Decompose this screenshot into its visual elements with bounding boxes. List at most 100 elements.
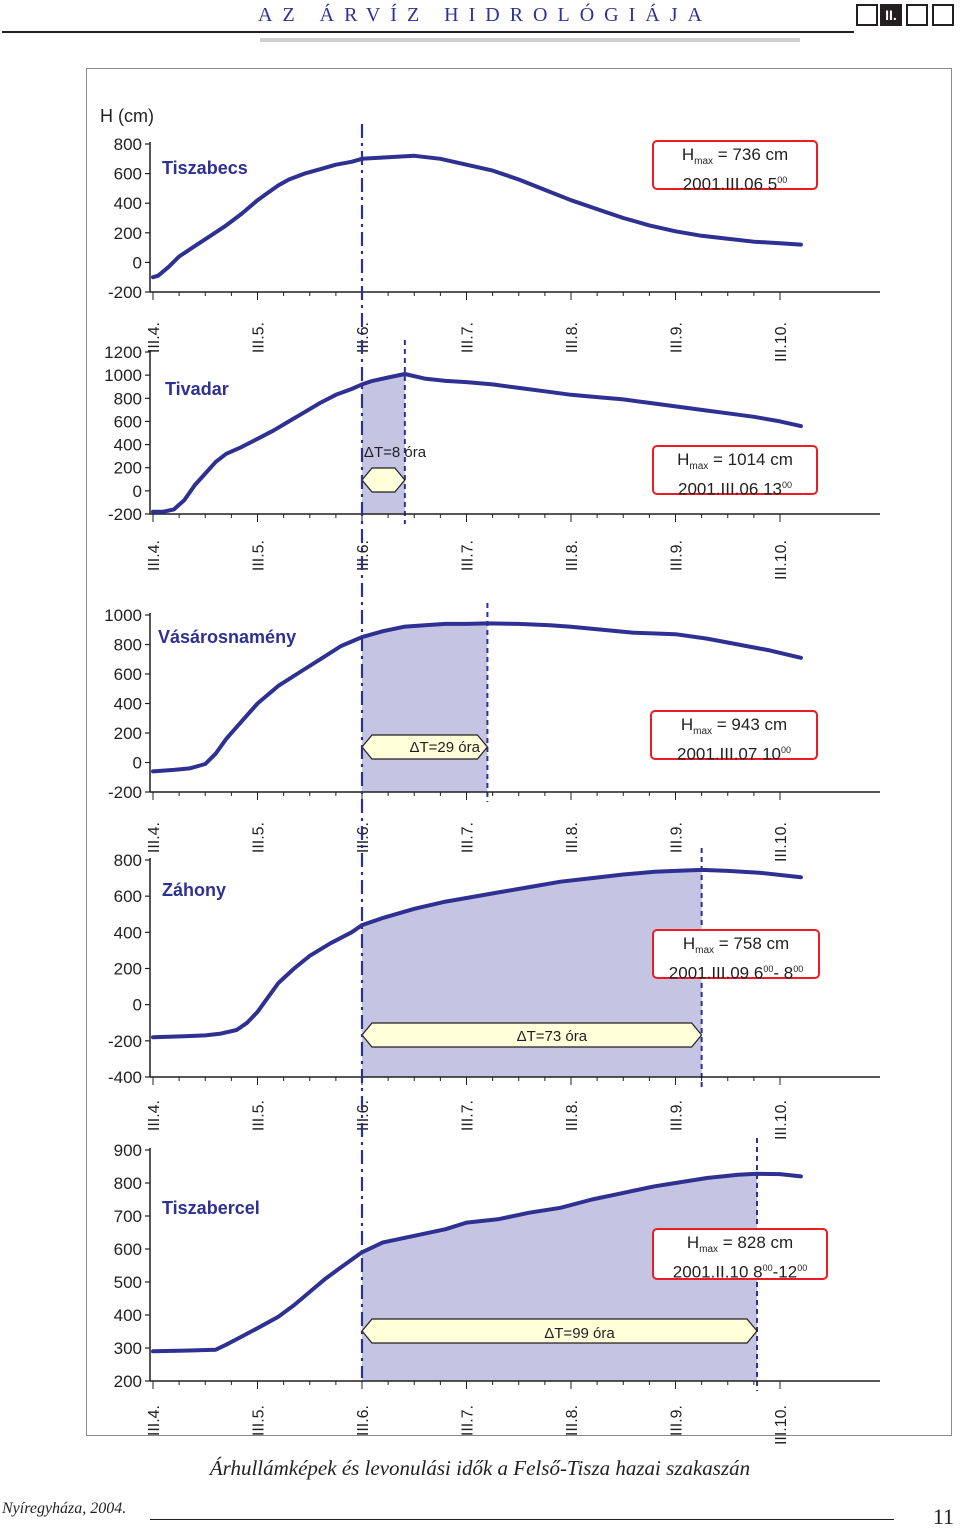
x-tick-label: III.10. <box>773 322 790 362</box>
y-tick-label: 400 <box>114 923 142 942</box>
footer-rule <box>150 1519 894 1520</box>
hmax-symbol: H <box>677 450 690 469</box>
x-tick-label: III.9. <box>669 322 686 353</box>
hmax-value-line: Hmax = 736 cm <box>654 144 816 169</box>
station-label: Vásárosnamény <box>158 627 296 647</box>
delta-t-arrow <box>361 734 489 760</box>
y-tick-label: 500 <box>114 1273 142 1292</box>
hmax-value: = 943 cm <box>712 715 788 734</box>
x-tick-label: III.10. <box>773 1405 790 1445</box>
hmax-date-line: 2001.III.06 500 <box>654 169 816 196</box>
y-tick-label: 400 <box>114 194 142 213</box>
x-tick-label: III.9. <box>669 540 686 571</box>
y-tick-label: 800 <box>114 1174 142 1193</box>
header-rule <box>2 31 854 33</box>
y-tick-label: 200 <box>114 960 142 979</box>
x-tick-label: III.5. <box>251 822 268 853</box>
hmax-date-sup: 00 <box>781 480 792 490</box>
hmax-date-line: 2001.III.07 1000 <box>652 739 816 766</box>
hmax-date: 2001.III.06 5 <box>682 174 778 194</box>
x-tick-label: III.5. <box>251 322 268 353</box>
hmax-box: Hmax = 828 cm 2001.II.10 800-1200 <box>652 1228 828 1282</box>
y-tick-label: 200 <box>114 1372 142 1391</box>
series-line-Záhony <box>151 867 803 1040</box>
station-label: Tivadar <box>165 379 229 399</box>
hmax-date-sup: 00 <box>793 964 804 974</box>
hmax-symbol: H <box>681 145 695 164</box>
hmax-value: = 1014 cm <box>708 450 793 469</box>
x-tick-label: III.4. <box>146 540 163 571</box>
x-tick-label: III.7. <box>460 822 477 853</box>
x-tick-label: III.5. <box>251 1405 268 1436</box>
y-tick-label: 600 <box>114 165 142 184</box>
y-tick-label: -200 <box>108 1032 142 1051</box>
x-tick-label: III.8. <box>564 540 581 571</box>
series-line-Vásárosnamény <box>151 621 803 774</box>
hmax-date-end: -12 <box>772 1262 798 1282</box>
series-line-Tiszabecs <box>151 153 803 280</box>
station-label: Tiszabecs <box>162 158 248 178</box>
y-tick-label: 1000 <box>104 366 142 385</box>
delta-t-label: ΔT=73 óra <box>517 1028 588 1045</box>
x-tick-label: III.6. <box>355 822 372 853</box>
x-tick-label: III.8. <box>564 1100 581 1131</box>
hmax-date: 2001.III.07 10 <box>677 744 781 764</box>
y-tick-label: 200 <box>114 459 142 478</box>
x-tick-label: III.10. <box>773 822 790 862</box>
hmax-box: Hmax = 1014 cm 2001.III.06 1300 <box>652 445 818 499</box>
hmax-symbol: H <box>686 1233 700 1252</box>
hmax-date-sup: 00 <box>762 1263 773 1273</box>
y-tick-label: 800 <box>114 636 142 655</box>
y-tick-label: -400 <box>108 1068 142 1087</box>
hmax-date: 2001.III.09 6 <box>668 963 764 983</box>
x-tick-label: III.6. <box>355 540 372 571</box>
hmax-subscript: max <box>699 1244 719 1255</box>
y-tick-label: 400 <box>114 695 142 714</box>
hmax-date-end: - 8 <box>773 963 794 983</box>
hmax-subscript: max <box>689 461 709 472</box>
hmax-subscript: max <box>695 945 715 956</box>
hmax-value: = 828 cm <box>718 1233 794 1252</box>
series-line-Tiszabercel <box>151 1171 803 1354</box>
y-tick-label: 600 <box>114 412 142 431</box>
hmax-value-line: Hmax = 758 cm <box>654 933 818 958</box>
y-tick-label: 0 <box>133 253 142 272</box>
y-tick-label: -200 <box>108 783 142 802</box>
y-tick-label: 600 <box>114 887 142 906</box>
y-tick-label: 900 <box>114 1141 142 1160</box>
y-tick-label: 800 <box>114 135 142 154</box>
hmax-box: Hmax = 943 cm 2001.III.07 1000 <box>650 710 818 764</box>
y-tick-label: 300 <box>114 1339 142 1358</box>
x-tick-label: III.4. <box>146 322 163 353</box>
x-tick-label: III.9. <box>669 1100 686 1131</box>
y-tick-label: -200 <box>108 283 142 302</box>
x-tick-label: III.9. <box>669 822 686 853</box>
x-tick-label: III.6. <box>355 1100 372 1131</box>
chapter-box-2: II. <box>880 4 902 26</box>
y-axis-title: H (cm) <box>100 106 154 126</box>
hmax-value: = 758 cm <box>714 934 790 953</box>
hmax-subscript: max <box>693 726 713 737</box>
chapter-box-4 <box>932 4 954 26</box>
x-tick-label: III.7. <box>460 1100 477 1131</box>
delta-t-label: ΔT=99 óra <box>544 1325 615 1342</box>
y-tick-label: -200 <box>108 505 142 524</box>
hmax-value: = 736 cm <box>713 145 789 164</box>
x-tick-label: III.6. <box>355 322 372 353</box>
figure-caption: Árhullámképek és levonulási idők a Felső… <box>209 1456 751 1480</box>
header-title: AZ ÁRVÍZ HIDROLÓGIÁJA <box>258 4 712 26</box>
hmax-value-line: Hmax = 1014 cm <box>654 449 816 474</box>
hmax-date-line: 2001.III.09 600- 800 <box>654 958 818 985</box>
series-line-Tivadar <box>151 372 803 514</box>
hmax-symbol: H <box>682 934 696 953</box>
y-tick-label: 200 <box>114 724 142 743</box>
hmax-date-line: 2001.III.06 1300 <box>654 474 816 501</box>
x-tick-label: III.7. <box>460 540 477 571</box>
delta-t-label: ΔT=8 óra <box>364 444 427 461</box>
delta-t-area-Vásárosnamény <box>362 623 488 792</box>
hmax-value-line: Hmax = 828 cm <box>654 1232 826 1257</box>
chapter-box-3 <box>906 4 928 26</box>
x-tick-label: III.7. <box>460 1405 477 1436</box>
y-tick-label: 800 <box>114 851 142 870</box>
